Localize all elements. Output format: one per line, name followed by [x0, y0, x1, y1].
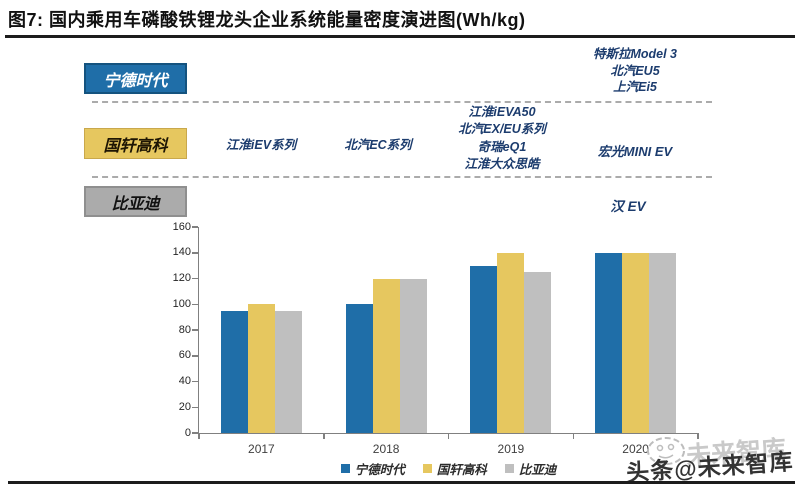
y-axis-tick-mark: [191, 380, 198, 383]
annotation-line: 江淮iEVA50: [468, 105, 536, 119]
chart-bar: [372, 278, 400, 433]
legend-swatch-icon: [340, 464, 350, 473]
chart-bar: [345, 304, 373, 433]
x-axis-category-label: 2020: [622, 442, 649, 456]
legend-label: 国轩高科: [436, 463, 487, 477]
x-axis-tick-mark: [198, 433, 200, 439]
chart-bar: [274, 310, 302, 433]
annotation-line: 江淮大众思皓: [464, 156, 540, 171]
chart-bar: [399, 278, 427, 433]
y-axis-tick-label: 40: [178, 375, 191, 387]
legend-label: 比亚迪: [518, 463, 557, 477]
annotation-line: 特斯拉Model 3: [592, 47, 678, 61]
title-underline: [5, 35, 795, 38]
legend-label: 宁德时代: [354, 463, 405, 477]
annotation-line: 上汽Ei5: [613, 80, 657, 94]
annotation-gotion-2017: 江淮iEV系列: [225, 138, 297, 152]
company-label-byd: 比亚迪: [111, 195, 160, 213]
chart-legend: 宁德时代 国轩高科 比亚迪: [199, 459, 698, 478]
x-axis-category-label: 2019: [497, 442, 525, 456]
chart-bar: [497, 252, 525, 433]
y-axis-tick-mark: [191, 226, 198, 228]
chart-bar: [622, 252, 650, 433]
annotation-byd-2020: 汉 EV: [610, 199, 646, 214]
annotation-gotion-2018: 北汽EC系列: [344, 138, 412, 152]
chart-bar: [247, 304, 275, 433]
y-axis-tick-label: 0: [184, 426, 191, 439]
y-axis-tick-label: 120: [172, 272, 191, 284]
chart-bar: [595, 252, 623, 433]
bottom-rule: [8, 481, 795, 484]
annotation-catl-2020-models: 特斯拉Model 3 北汽EU5 上汽Ei5: [545, 46, 725, 96]
y-axis-tick-label: 60: [178, 349, 191, 362]
row-divider-1: [92, 101, 712, 103]
y-axis-tick-mark: [191, 406, 198, 408]
y-axis-tick-label: 140: [172, 246, 191, 259]
x-axis-tick-mark: [572, 433, 574, 439]
company-box-gotion: 国轩高科: [84, 128, 187, 159]
legend-item: 宁德时代: [340, 459, 405, 478]
x-axis-category-label: 2018: [372, 442, 400, 456]
x-axis-tick-mark: [447, 433, 450, 439]
y-axis-tick-mark: [191, 252, 198, 254]
doodle-stamp-icon: [647, 437, 685, 465]
annotation-line: 奇瑞eQ1: [477, 139, 527, 154]
y-axis-tick-label: 80: [178, 323, 191, 336]
annotation-gotion-2020: 宏光MINI EV: [597, 144, 673, 159]
y-axis-tick-mark: [191, 303, 198, 305]
legend-item: 比亚迪: [504, 459, 557, 478]
y-axis-tick-mark: [191, 432, 198, 434]
y-axis-tick-label: 20: [178, 400, 191, 413]
legend-item: 国轩高科: [422, 459, 487, 478]
company-box-catl: 宁德时代: [84, 63, 187, 94]
figure-title: 图7: 国内乘用车磷酸铁锂龙头企业系统能量密度演进图(Wh/kg): [8, 10, 526, 30]
chart-bar: [649, 252, 677, 433]
x-axis-category-label: 2017: [248, 442, 275, 456]
annotation-line: 北汽EX/EU系列: [458, 122, 546, 137]
row-divider-2: [92, 176, 712, 178]
legend-swatch-icon: [504, 464, 514, 473]
chart-bar: [220, 310, 248, 433]
annotation-line: 北汽EU5: [610, 63, 660, 78]
y-axis-tick-mark: [191, 329, 198, 331]
chart-bar: [470, 265, 498, 433]
chart-bar: [524, 272, 552, 433]
y-axis-tick-label: 100: [172, 297, 191, 310]
y-axis-tick-mark: [191, 355, 198, 357]
company-label-gotion: 国轩高科: [103, 137, 168, 155]
annotation-gotion-2019-models: 江淮iEVA50 北汽EX/EU系列 奇瑞eQ1 江淮大众思皓: [422, 104, 582, 173]
y-axis-tick-label: 160: [172, 220, 191, 233]
energy-density-bar-chart: 0 20 40 60 80 100 120 140 160 2017 2018 2019 2020 宁德时…: [173, 221, 699, 477]
company-box-byd: 比亚迪: [84, 186, 187, 217]
y-axis-tick-mark: [191, 277, 198, 280]
x-axis-tick-mark: [697, 433, 699, 439]
company-label-catl: 宁德时代: [103, 72, 168, 90]
x-axis-tick-mark: [323, 433, 325, 439]
legend-swatch-icon: [422, 464, 432, 473]
